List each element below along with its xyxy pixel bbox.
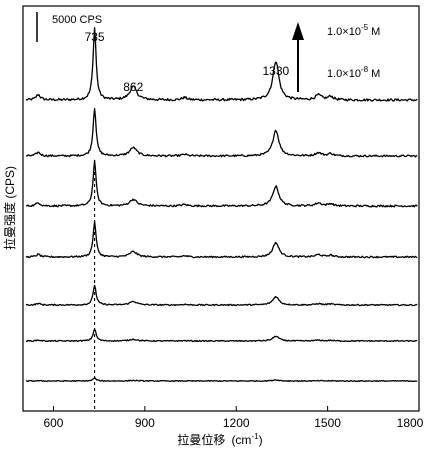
x-tick-label-900: 900 [135, 416, 155, 430]
x-tick-label-600: 600 [43, 416, 63, 430]
peak-label-735: 735 [85, 30, 105, 44]
x-tick-label-1200: 1200 [223, 416, 250, 430]
spectrum-line-1 [25, 27, 418, 102]
concentration-high-label: 1.0×10-5 M [327, 23, 380, 38]
spectrum-line-2 [25, 108, 418, 158]
spectrum-line-4 [25, 220, 418, 259]
plot-frame [22, 5, 420, 412]
x-axis-ticks: 600 900 1200 1500 1800 [43, 406, 424, 430]
x-axis-title: 拉曼位移 (cm-1) [177, 432, 262, 447]
spectrum-line-6 [25, 328, 418, 343]
peak-label-862: 862 [123, 80, 143, 94]
concentration-arrow-head [292, 22, 304, 40]
scale-bar-label: 5000 CPS [52, 14, 102, 26]
spectrum-line-5 [25, 284, 418, 307]
y-axis-title: 拉曼强度 (CPS) [2, 166, 17, 250]
concentration-low-label: 1.0×10-8 M [327, 65, 380, 80]
x-tick-label-1800: 1800 [397, 416, 424, 430]
peak-label-1330: 1330 [262, 64, 289, 78]
spectrum-line-3 [25, 159, 418, 208]
spectrum-line-7 [25, 377, 418, 383]
spectra-group [25, 27, 418, 383]
x-tick-label-1500: 1500 [314, 416, 341, 430]
